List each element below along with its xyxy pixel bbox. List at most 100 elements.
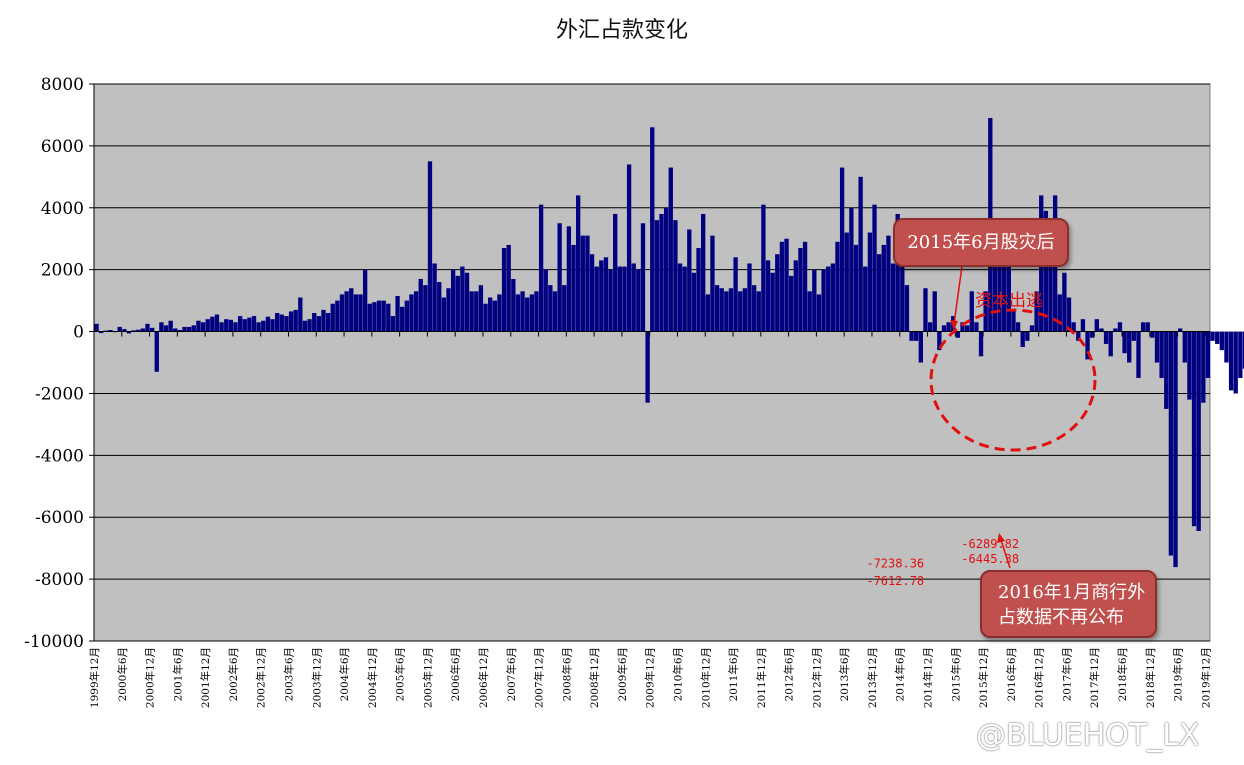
bar <box>511 278 516 332</box>
crash-arrow <box>953 265 963 325</box>
bar <box>126 331 132 334</box>
bar <box>237 316 243 332</box>
bar <box>520 291 525 332</box>
bar <box>1191 331 1197 527</box>
bar <box>474 291 479 332</box>
bar <box>728 288 734 332</box>
bar <box>1238 331 1243 378</box>
bar <box>1164 331 1169 409</box>
bar <box>733 257 738 332</box>
bar <box>543 269 548 332</box>
bar <box>395 295 400 332</box>
bar <box>886 235 891 332</box>
bar <box>1090 331 1095 338</box>
bar <box>687 229 692 332</box>
bar <box>622 266 627 332</box>
bar <box>339 294 345 332</box>
bar <box>932 291 937 332</box>
bar <box>645 331 650 403</box>
y-tick-label: 2000 <box>41 261 84 281</box>
bar <box>214 314 220 332</box>
bar <box>409 294 414 332</box>
bar <box>316 316 322 332</box>
x-tick-label: 2018年12月 <box>1144 647 1157 708</box>
bar <box>562 285 567 332</box>
bar <box>603 257 609 332</box>
bar <box>210 316 215 332</box>
bar <box>381 300 386 332</box>
bar <box>895 213 900 332</box>
bar <box>1043 210 1049 332</box>
bar <box>608 269 613 332</box>
bar <box>580 235 585 332</box>
bar <box>613 213 618 332</box>
bar <box>1219 331 1224 351</box>
bar <box>469 291 474 332</box>
bar <box>631 263 636 332</box>
bar <box>599 260 604 332</box>
bar <box>307 319 312 332</box>
callout-stop-publish-line2: 占数据不再公布 <box>998 607 1124 628</box>
bar <box>293 309 298 332</box>
bar <box>844 232 849 332</box>
bar <box>738 291 743 332</box>
bar <box>1025 331 1030 341</box>
bar <box>94 323 99 332</box>
bar <box>867 232 873 332</box>
bar <box>1071 322 1076 332</box>
bar <box>312 312 317 332</box>
watermark: @BLUEHOT_LX <box>932 718 1199 753</box>
bar <box>1242 331 1244 369</box>
bar <box>117 326 122 332</box>
bar <box>724 291 729 332</box>
x-tick-label: 2019年6月 <box>1172 647 1185 701</box>
bar <box>1233 331 1238 394</box>
bar <box>1108 331 1113 357</box>
bar <box>358 294 363 332</box>
bar <box>742 288 748 332</box>
bar <box>441 297 447 332</box>
bar <box>131 330 136 332</box>
bar <box>219 322 224 332</box>
bar <box>325 312 331 332</box>
bar <box>1154 331 1160 363</box>
x-tick-label: 2017年6月 <box>1060 647 1073 701</box>
bar <box>367 303 372 332</box>
x-tick-label: 2014年12月 <box>922 647 935 708</box>
bar <box>529 294 535 332</box>
bar <box>673 220 678 332</box>
bar <box>1122 331 1127 354</box>
bar <box>506 244 511 332</box>
bar <box>691 272 697 332</box>
bar <box>423 285 428 332</box>
x-tick-label: 2006年12月 <box>477 647 490 708</box>
bar <box>233 322 238 332</box>
bar <box>274 312 280 332</box>
bar <box>483 303 488 332</box>
bar <box>1187 331 1192 400</box>
stop-publish-arrow-head <box>997 533 1005 543</box>
bar <box>488 297 493 332</box>
x-tick-label: 2019年12月 <box>1199 647 1212 708</box>
bar <box>390 316 396 332</box>
bar <box>145 323 150 332</box>
bar <box>701 213 706 332</box>
bar <box>872 204 877 332</box>
bar <box>525 297 530 332</box>
bar <box>1196 331 1201 532</box>
bar <box>1062 272 1067 332</box>
bar <box>1177 328 1183 332</box>
x-tick-label: 2009年12月 <box>644 647 657 708</box>
x-tick-label: 2002年6月 <box>227 647 240 701</box>
bar <box>1131 331 1137 341</box>
bar <box>1168 331 1174 556</box>
x-tick-label: 2004年12月 <box>366 647 379 708</box>
chart-title: 外汇占款变化 <box>555 18 688 43</box>
bar <box>242 319 247 332</box>
bar <box>552 291 558 332</box>
bar <box>182 326 187 332</box>
x-tick-label: 2010年6月 <box>671 647 684 701</box>
bar <box>594 266 599 332</box>
bar <box>205 319 210 332</box>
bar <box>247 317 252 332</box>
